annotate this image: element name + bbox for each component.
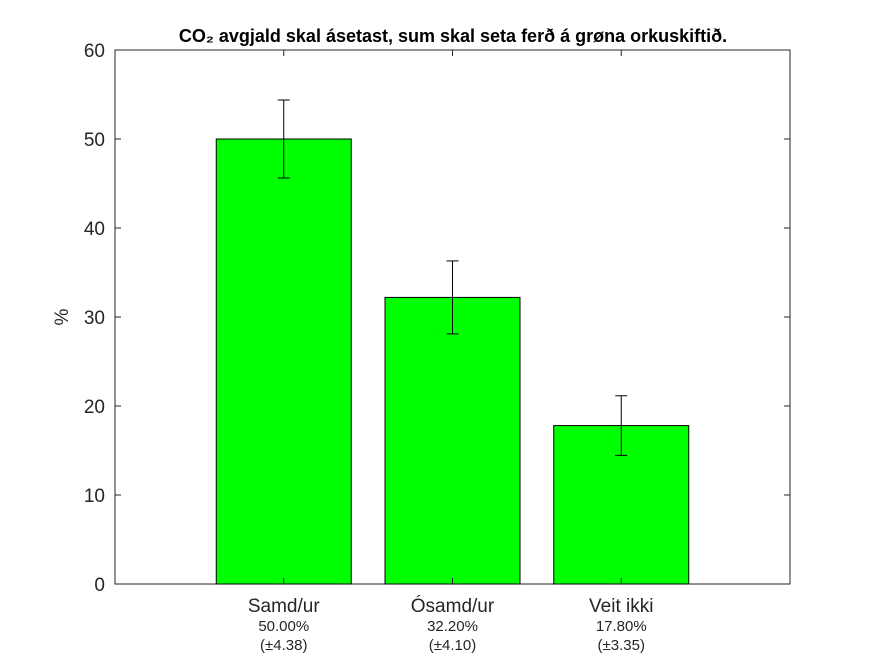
y-axis-label: % bbox=[52, 308, 73, 325]
x-category-label: Veit ikki bbox=[589, 596, 653, 617]
chart-title: CO₂ avgjald skal ásetast, sum skal seta … bbox=[179, 26, 727, 46]
y-tick-label: 50 bbox=[84, 130, 105, 151]
x-error-label: (±3.35) bbox=[598, 637, 645, 654]
x-error-label: (±4.10) bbox=[429, 637, 476, 654]
x-category-label: Samd/ur bbox=[248, 596, 320, 617]
bar bbox=[384, 296, 521, 585]
x-value-label: 32.20% bbox=[427, 618, 478, 635]
y-tick-label: 40 bbox=[84, 219, 105, 240]
x-category-label: Ósamd/ur bbox=[411, 595, 495, 617]
bar bbox=[215, 138, 352, 585]
x-error-label: (±4.38) bbox=[260, 637, 307, 654]
y-tick-label: 0 bbox=[94, 575, 105, 596]
y-tick-label: 10 bbox=[84, 486, 105, 507]
y-tick-label: 30 bbox=[84, 308, 105, 329]
x-value-label: 50.00% bbox=[258, 618, 309, 635]
y-tick-label: 20 bbox=[84, 397, 105, 418]
x-value-label: 17.80% bbox=[596, 618, 647, 635]
y-tick-label: 60 bbox=[84, 41, 105, 62]
